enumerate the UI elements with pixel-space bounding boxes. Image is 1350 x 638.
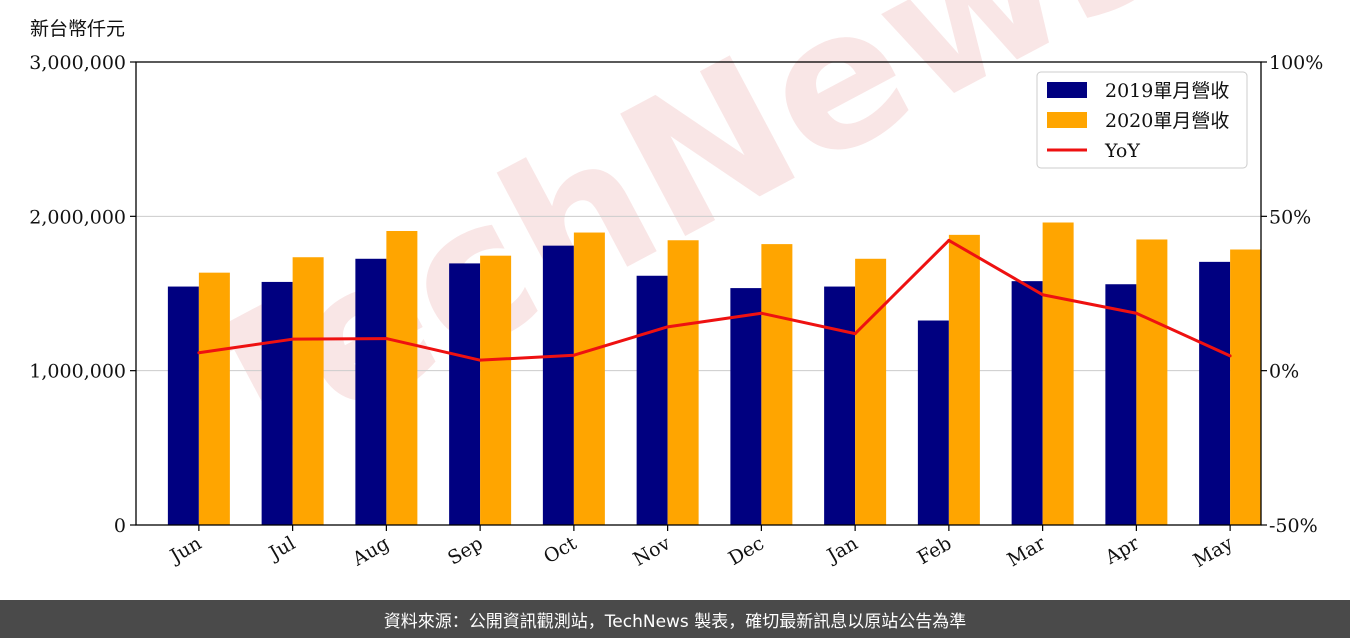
legend-label: 2020單月營收 — [1105, 110, 1229, 132]
yoy-point-sep — [478, 358, 482, 362]
bar-2019-nov — [636, 275, 668, 525]
bar-2019-mar — [1011, 281, 1043, 525]
y-tick-label: 0 — [114, 515, 126, 537]
bar-2020-jun — [198, 272, 230, 525]
bar-2019-apr — [1105, 284, 1137, 525]
y2-tick-label: 0% — [1269, 361, 1299, 383]
x-tick-label-may: May — [1190, 532, 1237, 572]
bar-2020-may — [1230, 249, 1262, 525]
y-tick-label: 3,000,000 — [29, 52, 126, 74]
bar-2019-jan — [824, 286, 856, 525]
y-tick-label: 1,000,000 — [29, 361, 126, 383]
bar-2019-jun — [167, 286, 199, 525]
bar-2020-mar — [1042, 222, 1074, 526]
yoy-line — [198, 238, 1231, 362]
x-tick-label-aug: Aug — [348, 532, 393, 571]
legend-swatch — [1047, 82, 1087, 98]
y2-tick-label: 50% — [1269, 206, 1311, 228]
x-tick-label-dec: Dec — [725, 532, 768, 570]
yoy-point-feb — [947, 238, 951, 242]
bar-2019-jul — [261, 281, 293, 525]
bar-2020-apr — [1136, 239, 1168, 525]
legend-box — [1036, 71, 1248, 169]
bar-2019-aug — [355, 258, 387, 525]
bar-2020-jul — [292, 257, 324, 525]
y-axis-unit-label: 新台幣仟元 — [30, 18, 126, 40]
legend-label: YoY — [1104, 140, 1140, 162]
bar-2020-aug — [386, 230, 418, 525]
x-tick-label-apr: Apr — [1101, 532, 1144, 569]
bar-2020-jan — [855, 258, 887, 525]
y2-tick-label: 100% — [1269, 52, 1323, 74]
x-tick-label-oct: Oct — [540, 532, 581, 568]
yoy-point-may — [1228, 354, 1232, 358]
yoy-point-apr — [1134, 311, 1138, 315]
yoy-point-jul — [291, 337, 295, 341]
yoy-point-jan — [853, 332, 857, 336]
footer-source-note: 資料來源：公開資訊觀測站，TechNews 製表，確切最新訊息以原站公告為準 — [0, 600, 1350, 638]
x-tick-label-sep: Sep — [444, 532, 487, 569]
x-tick-label-mar: Mar — [1004, 532, 1050, 571]
bar-2019-may — [1199, 261, 1231, 525]
x-tick-label-feb: Feb — [914, 532, 956, 569]
x-tick-label-jan: Jan — [822, 532, 862, 568]
bar-2019-dec — [730, 288, 762, 525]
bar-2020-oct — [573, 232, 605, 525]
x-tick-label-nov: Nov — [630, 532, 675, 571]
y2-tick-label: -50% — [1269, 515, 1318, 537]
bar-2020-feb — [948, 234, 980, 525]
yoy-point-mar — [1041, 293, 1045, 297]
yoy-point-nov — [666, 325, 670, 329]
bar-2020-dec — [761, 244, 793, 525]
revenue-chart: TechNews 01,000,0002,000,0003,000,000-50… — [29, 0, 1323, 572]
bar-2019-oct — [542, 245, 574, 525]
x-tick-label-jun: Jun — [165, 532, 206, 568]
bar-2019-sep — [449, 263, 481, 525]
legend-swatch — [1047, 112, 1087, 128]
plot-frame — [135, 61, 1262, 526]
yoy-point-oct — [572, 353, 576, 357]
yoy-point-aug — [384, 337, 388, 341]
bar-2019-feb — [917, 320, 949, 525]
yoy-point-jun — [197, 351, 201, 355]
y-tick-label: 2,000,000 — [29, 206, 126, 228]
yoy-point-dec — [759, 311, 763, 315]
bar-2020-sep — [480, 255, 512, 525]
legend-label: 2019單月營收 — [1105, 80, 1229, 102]
x-tick-label-jul: Jul — [264, 532, 299, 565]
bar-2020-nov — [667, 240, 699, 525]
